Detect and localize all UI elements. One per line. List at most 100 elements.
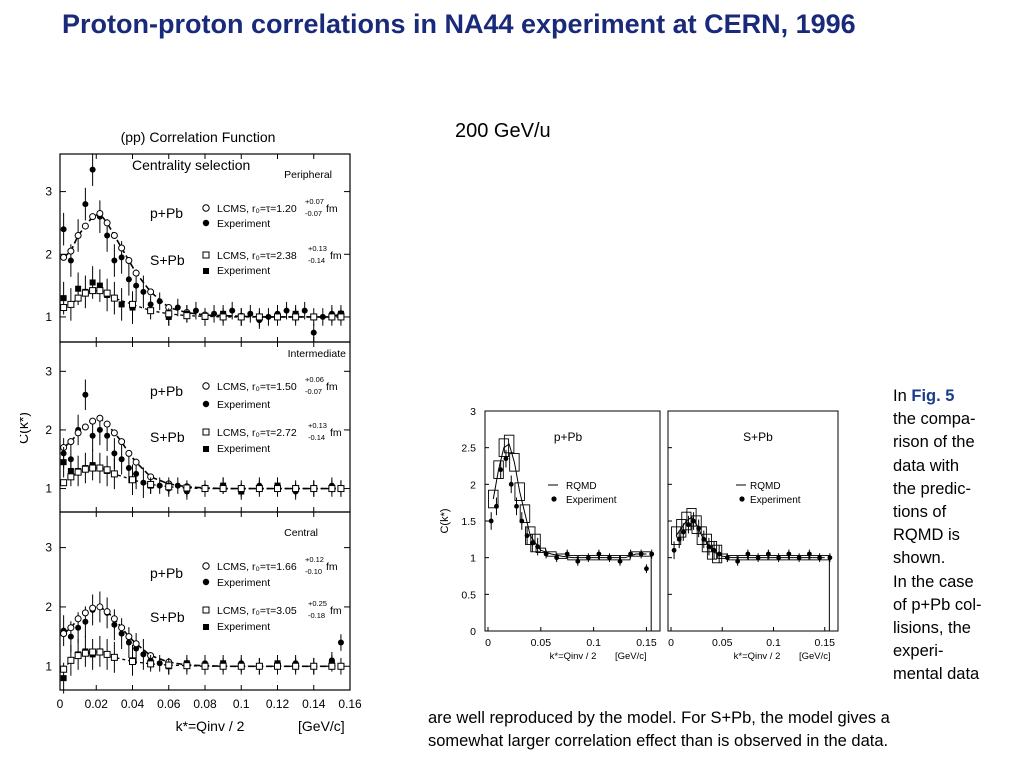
data-point <box>60 665 68 673</box>
data-point <box>265 313 272 320</box>
y-tick-label: 0.5 <box>461 589 476 601</box>
data-point <box>103 608 111 616</box>
data-point <box>96 603 104 611</box>
data-point <box>96 282 103 289</box>
data-point <box>328 485 336 493</box>
legend-open-circle <box>202 382 210 390</box>
data-point <box>310 662 318 670</box>
x-tick-label: 0.05 <box>531 637 552 649</box>
legend-filled-circle <box>202 400 210 408</box>
data-point <box>140 288 147 295</box>
data-point <box>156 660 163 667</box>
legend-exp-label: Experiment <box>566 495 617 506</box>
x-tick-label: 0.08 <box>193 697 217 711</box>
y-tick-label: 1 <box>45 659 52 673</box>
panel-central: Central p+Pb S+Pb LCMS, r₀=τ=1.66 +0.12 … <box>45 511 351 694</box>
data-point <box>125 639 132 646</box>
right-panel-marks <box>488 434 655 631</box>
data-point <box>110 470 118 478</box>
data-point <box>75 285 82 292</box>
x-tick-label: 0.12 <box>266 697 290 711</box>
ppb-exp-label: Experiment <box>217 577 270 589</box>
spb-exp-label: Experiment <box>217 443 270 455</box>
y-tick-label: 2 <box>470 479 476 491</box>
rqmd-bin <box>535 547 547 553</box>
legend-exp-dot <box>739 496 745 502</box>
data-point <box>328 662 336 670</box>
data-point <box>649 551 655 557</box>
data-point <box>676 536 682 542</box>
data-point <box>60 675 67 682</box>
y-tick-label: 3 <box>45 364 52 378</box>
caption-line: shown. <box>893 549 946 568</box>
page-title: Proton-proton correlations in NA44 exper… <box>62 9 856 39</box>
data-point <box>74 429 82 437</box>
data-point <box>183 662 191 670</box>
x-tick-label: 0.06 <box>157 697 181 711</box>
ppb-err-up: +0.07 <box>305 197 324 206</box>
rqmd-bin <box>691 515 702 534</box>
data-point <box>201 312 209 320</box>
x-axis-unit: [GeV/c] <box>799 651 831 662</box>
y-tick-label: 2 <box>45 600 52 614</box>
data-point <box>133 470 140 477</box>
data-point <box>292 662 300 670</box>
data-point <box>129 658 136 666</box>
panel-intermediate: Intermediate p+Pb S+Pb LCMS, r₀=τ=1.50 +… <box>45 341 351 513</box>
data-point <box>125 257 133 265</box>
caption-line: mental data <box>893 665 980 684</box>
right-x-ticks: 0 0.05 0.1 0.15 0 0.05 0.1 0.15 <box>485 627 835 649</box>
data-point <box>67 247 75 255</box>
fig5-reference[interactable]: Fig. 5 <box>911 387 955 405</box>
data-point <box>67 633 74 640</box>
legend-open-circle <box>202 204 210 212</box>
data-point <box>508 481 514 487</box>
left-x-ticks: 0 0.02 0.04 0.06 0.08 0.1 0.12 0.14 0.16 <box>57 697 362 711</box>
x-tick-label: 0.1 <box>586 637 601 649</box>
data-point <box>133 645 140 652</box>
data-point <box>806 551 812 557</box>
caption-line: of p+Pb col- <box>893 595 982 614</box>
spb-unit: fm <box>330 605 342 617</box>
data-point <box>706 544 712 550</box>
caption-line: tions of <box>893 503 947 522</box>
caption-line: somewhat larger correlation effect than … <box>428 732 889 750</box>
spb-lcms-label: LCMS, r₀=τ=3.05 <box>217 605 297 617</box>
data-point <box>89 287 97 295</box>
caption-line: the compa- <box>893 410 976 429</box>
y-axis-label: C(k*) <box>20 412 31 444</box>
data-point <box>671 547 677 553</box>
data-point <box>328 313 336 321</box>
data-point <box>183 484 191 492</box>
data-point <box>337 662 345 670</box>
data-point <box>716 551 722 557</box>
legend-exp-label: Experiment <box>750 495 801 506</box>
x-axis-label: k*=Qinv / 2 <box>176 718 245 734</box>
spb-err-down: -0.14 <box>308 433 325 442</box>
data-point <box>796 555 802 561</box>
ppb-err-down: -0.07 <box>305 209 322 218</box>
data-point <box>283 307 290 314</box>
rqmd-bin <box>706 541 718 560</box>
data-point <box>219 662 227 670</box>
data-point <box>110 653 118 661</box>
spb-exp-label: Experiment <box>217 621 270 633</box>
y-tick-label: 3 <box>45 185 52 199</box>
data-point <box>96 414 104 422</box>
data-point <box>183 312 191 320</box>
left-correlation-figure: (pp) Correlation Function Centrality sel… <box>20 129 362 734</box>
data-point <box>165 661 173 669</box>
left-y-axis-label: C(k*) <box>20 412 31 444</box>
legend-rqmd-label: RQMD <box>566 481 597 492</box>
data-point <box>67 467 74 474</box>
x-tick-label: 0 <box>57 697 64 711</box>
data-point <box>125 449 133 457</box>
data-point <box>125 633 133 641</box>
y-tick-label: 3 <box>470 406 476 418</box>
data-point <box>310 329 317 336</box>
data-point <box>301 307 308 314</box>
data-point <box>67 624 75 632</box>
data-point <box>96 210 104 218</box>
data-point <box>337 485 345 493</box>
caption-line: are well reproduced by the model. For S+… <box>428 709 890 727</box>
